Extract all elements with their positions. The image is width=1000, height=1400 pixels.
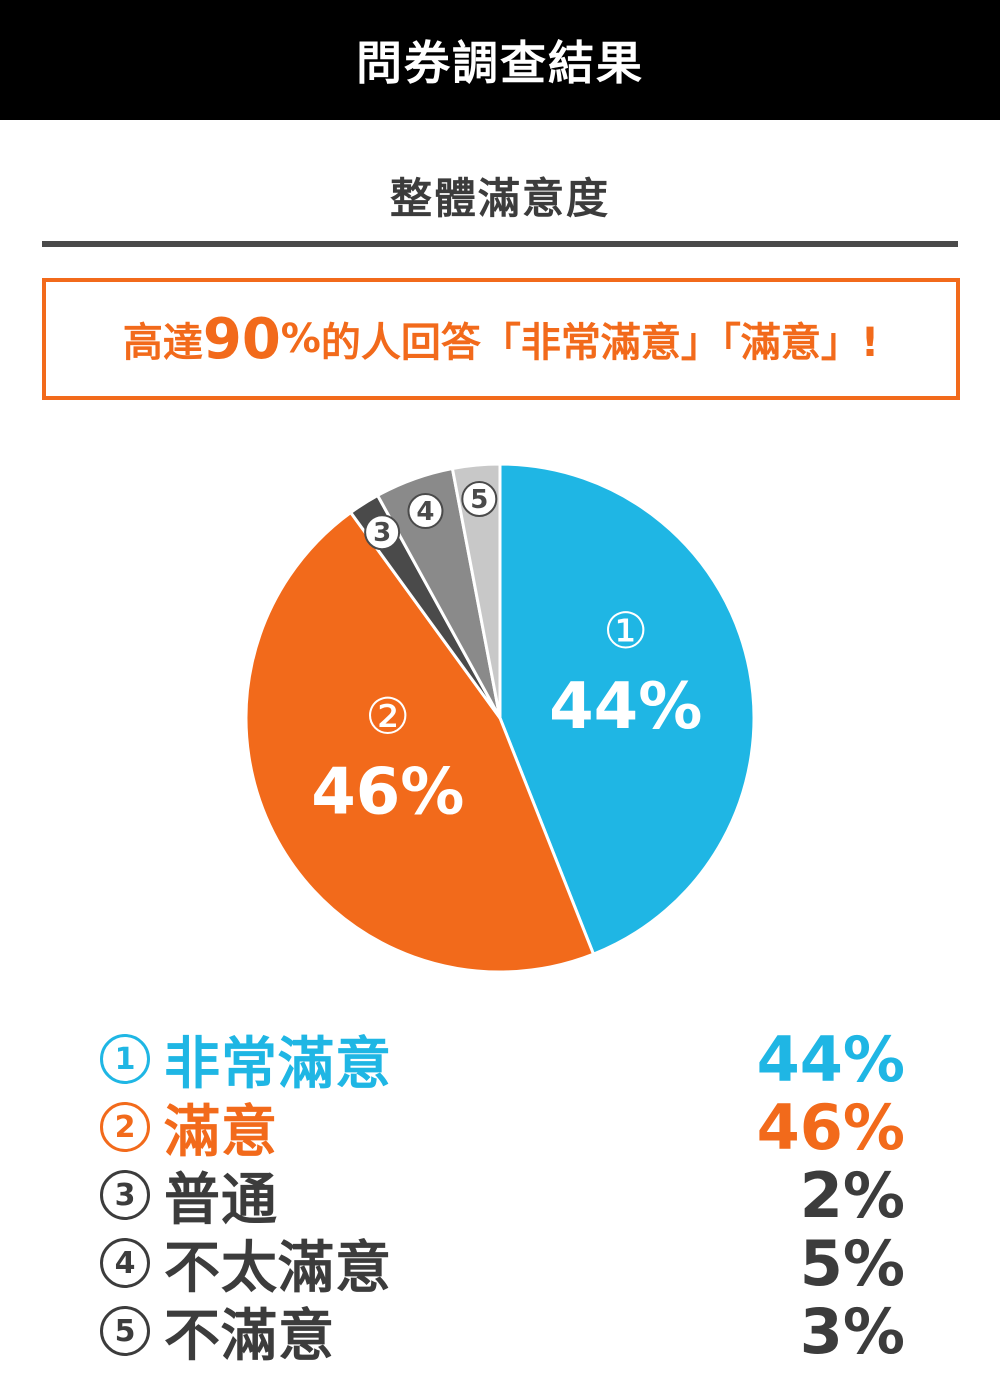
legend-item-satisfied: 2 滿意 46% [100, 1090, 905, 1165]
legend-item-very-satisfied: 1 非常滿意 44% [100, 1022, 905, 1097]
legend-item-neutral: 3 普通 2% [100, 1158, 905, 1233]
legend-marker: 5 [100, 1306, 150, 1356]
legend: 1 非常滿意 44% 2 滿意 46% 3 普通 2% 4 不太滿意 5% 5 不滿意 3% [100, 1022, 905, 1369]
highlight-box: 高達 90% 的人回答「非常滿意」「滿意」! [42, 278, 960, 400]
svg-text:5: 5 [470, 485, 488, 515]
pie-slice-very-dissatisfied [450, 462, 502, 719]
highlight-unit: % [280, 316, 321, 362]
header-title: 問券調查結果 [356, 36, 644, 90]
legend-value: 44% [756, 1022, 905, 1096]
legend-label: 普通 [164, 1167, 278, 1233]
pie-chart: ① 44% ② 46% 34 5 [244, 462, 756, 974]
legend-value: 2% [799, 1158, 905, 1232]
legend-label: 滿意 [164, 1099, 278, 1165]
slice-label-satisfied: 46% [311, 756, 464, 830]
legend-value: 5% [799, 1226, 905, 1300]
divider [42, 241, 958, 247]
chart-subtitle: 整體滿意度 [389, 173, 610, 223]
legend-value: 3% [799, 1294, 905, 1368]
pie-slice-very-satisfied [498, 462, 756, 957]
page-header: 問券調查結果 [0, 0, 1000, 120]
legend-marker: 1 [100, 1034, 150, 1084]
legend-item-very-dissatisfied: 5 不滿意 3% [100, 1294, 905, 1369]
legend-value: 46% [756, 1090, 905, 1164]
legend-label: 非常滿意 [164, 1031, 392, 1097]
legend-marker: 2 [100, 1102, 150, 1152]
legend-marker: 3 [100, 1170, 150, 1220]
svg-text:4: 4 [416, 497, 434, 527]
highlight-pre: 高達 [122, 320, 203, 366]
legend-item-dissatisfied: 4 不太滿意 5% [100, 1226, 905, 1301]
slice-marker-very-satisfied: ① [603, 602, 648, 660]
svg-text:3: 3 [373, 518, 391, 548]
legend-label: 不太滿意 [164, 1235, 392, 1301]
slice-marker-neutral: 3 [364, 514, 401, 551]
legend-marker: 4 [100, 1238, 150, 1288]
slice-marker-dissatisfied: 4 [407, 493, 444, 530]
legend-label: 不滿意 [164, 1303, 335, 1369]
highlight-number: 90 [202, 306, 281, 372]
slice-marker-satisfied: ② [365, 688, 410, 746]
highlight-post: 的人回答「非常滿意」「滿意」! [320, 320, 880, 366]
slice-label-very-satisfied: 44% [549, 670, 702, 744]
pie-slice-satisfied [244, 510, 596, 974]
slice-marker-very-dissatisfied: 5 [461, 480, 498, 517]
